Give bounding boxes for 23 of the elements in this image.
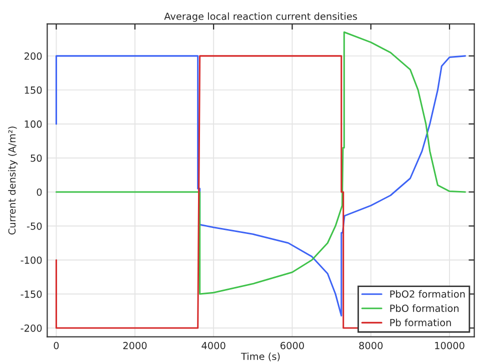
line-series (56, 55, 466, 317)
y-tick-label: 200 (24, 52, 42, 60)
x-tick-label: 8000 (359, 342, 383, 350)
x-tick-label: 6000 (280, 342, 304, 350)
legend-label: Pb formation (390, 318, 451, 326)
y-tick-label: -150 (20, 290, 42, 298)
y-axis-title: Current density (A/m²) (8, 126, 18, 234)
y-tick-label: 100 (24, 120, 42, 128)
y-tick-label: 150 (24, 86, 42, 94)
x-tick-label: 2000 (123, 342, 147, 350)
y-tick-label: 0 (36, 188, 42, 196)
line-series (56, 55, 360, 329)
y-tick-label: 50 (30, 154, 42, 162)
chart-title: Average local reaction current densities (164, 12, 357, 22)
y-tick-label: -200 (20, 324, 42, 332)
y-tick-label: -100 (20, 256, 42, 264)
legend-label: PbO formation (390, 304, 459, 312)
x-tick-label: 0 (54, 342, 59, 350)
y-tick-label: -50 (26, 222, 42, 230)
x-tick-label: 10000 (435, 342, 464, 350)
x-tick-label: 4000 (202, 342, 226, 350)
legend-label: PbO2 formation (390, 290, 465, 298)
x-axis-title: Time (s) (240, 352, 280, 362)
